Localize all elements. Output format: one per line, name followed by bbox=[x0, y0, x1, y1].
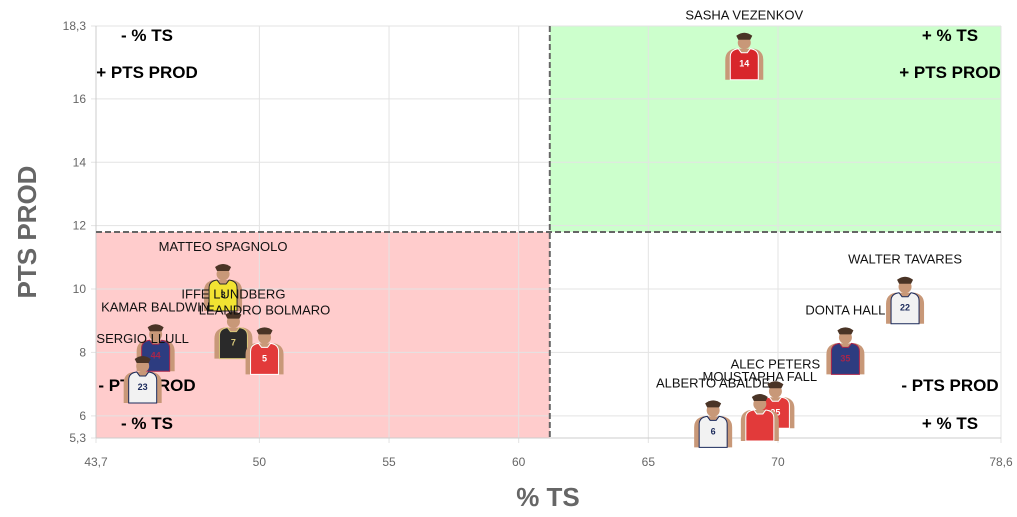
player-jersey bbox=[218, 327, 248, 360]
quadrant-top-right bbox=[549, 26, 1001, 232]
player-name-label: IFFE LUNDBERG bbox=[181, 287, 285, 302]
player-jersey bbox=[729, 48, 759, 81]
x-tick-label: 55 bbox=[382, 455, 396, 469]
player-hair bbox=[147, 324, 164, 332]
reference-lines bbox=[96, 26, 1001, 438]
quadrant-label: + % TS bbox=[922, 26, 978, 45]
quadrant-label: - % TS bbox=[121, 26, 173, 45]
player-marker: 6 bbox=[694, 400, 733, 448]
y-tick-label: 18,3 bbox=[63, 19, 87, 33]
jersey-number: 14 bbox=[739, 59, 749, 69]
y-tick-label: 8 bbox=[79, 345, 86, 359]
player-hair bbox=[837, 327, 854, 335]
quadrant-label: + % TS bbox=[922, 414, 978, 433]
y-tick-label: 5,3 bbox=[69, 431, 86, 445]
player-name-label: LEANDRO BOLMARO bbox=[199, 302, 330, 317]
jersey-number: 22 bbox=[900, 303, 910, 313]
quadrant-bottom-left bbox=[96, 232, 550, 438]
jersey-number: 5 bbox=[262, 353, 267, 363]
x-axis-title: % TS bbox=[516, 482, 580, 512]
x-tick-label: 43,7 bbox=[84, 455, 108, 469]
player-name-label: KAMAR BALDWIN bbox=[101, 299, 210, 314]
x-tick-label: 50 bbox=[253, 455, 267, 469]
jersey-number: 7 bbox=[231, 338, 236, 348]
x-tick-label: 60 bbox=[512, 455, 526, 469]
player-marker: 14 bbox=[725, 32, 764, 81]
x-tick-label: 78,6 bbox=[989, 455, 1013, 469]
y-axis-title: PTS PROD bbox=[12, 166, 42, 299]
player-points: 14 3 7 5 44 23 22 35 25 6 bbox=[123, 32, 925, 448]
player-jersey bbox=[208, 279, 238, 312]
player-hair bbox=[225, 311, 242, 319]
jersey-number: 3 bbox=[221, 290, 226, 300]
player-name-label: ALBERTO ABALDE bbox=[656, 375, 771, 390]
y-tick-label: 6 bbox=[79, 409, 86, 423]
player-marker bbox=[740, 393, 779, 442]
player-hair bbox=[897, 276, 914, 284]
y-tick-label: 16 bbox=[73, 92, 87, 106]
player-marker: 3 bbox=[204, 264, 243, 312]
player-jersey bbox=[128, 371, 158, 404]
player-marker: 23 bbox=[123, 355, 162, 404]
player-hair bbox=[705, 400, 722, 408]
x-tick-label: 70 bbox=[771, 455, 785, 469]
player-hair bbox=[751, 393, 768, 401]
player-name-label: ALEC PETERS bbox=[731, 356, 821, 371]
player-marker: 35 bbox=[826, 327, 865, 375]
player-name-label: MATTEO SPAGNOLO bbox=[159, 239, 288, 254]
player-hair bbox=[215, 264, 232, 272]
player-marker: 5 bbox=[245, 327, 284, 375]
player-jersey bbox=[830, 342, 860, 375]
player-hair bbox=[134, 355, 151, 363]
player-name-label: MOUSTAPHA FALL bbox=[703, 369, 818, 384]
y-tick-label: 12 bbox=[73, 219, 87, 233]
quadrant-labels: - % TS + PTS PROD + % TS + PTS PROD - PTS PR… bbox=[96, 26, 1001, 433]
player-name-label: WALTER TAVARES bbox=[848, 252, 962, 267]
quadrant-label: + PTS PROD bbox=[899, 63, 1001, 82]
player-jersey bbox=[250, 342, 280, 375]
player-labels: SASHA VEZENKOV MATTEO SPAGNOLO IFFE LUNDBE… bbox=[96, 8, 962, 391]
quadrant-label: - PTS PROD bbox=[901, 376, 998, 395]
jersey-number: 23 bbox=[138, 382, 148, 392]
quadrant-label: - % TS bbox=[121, 414, 173, 433]
player-jersey bbox=[698, 415, 728, 448]
x-tick-label: 65 bbox=[642, 455, 656, 469]
quadrant-label: + PTS PROD bbox=[96, 63, 198, 82]
player-hair bbox=[256, 327, 273, 335]
jersey-number: 44 bbox=[151, 350, 161, 360]
jersey-number: 6 bbox=[711, 426, 716, 436]
player-hair bbox=[767, 381, 784, 389]
player-hair bbox=[736, 32, 753, 40]
jersey-number: 35 bbox=[840, 353, 850, 363]
y-tick-label: 14 bbox=[73, 155, 87, 169]
jersey-number: 25 bbox=[770, 407, 780, 417]
player-name-label: DONTA HALL bbox=[805, 302, 885, 317]
y-tick-label: 10 bbox=[73, 282, 87, 296]
quadrant-backgrounds bbox=[96, 26, 1001, 438]
player-marker: 22 bbox=[886, 276, 925, 325]
player-jersey bbox=[890, 292, 920, 325]
player-name-label: SERGIO LLULL bbox=[96, 331, 189, 346]
player-name-label: SASHA VEZENKOV bbox=[685, 8, 803, 23]
player-jersey bbox=[745, 409, 775, 442]
player-marker: 7 bbox=[214, 311, 253, 360]
